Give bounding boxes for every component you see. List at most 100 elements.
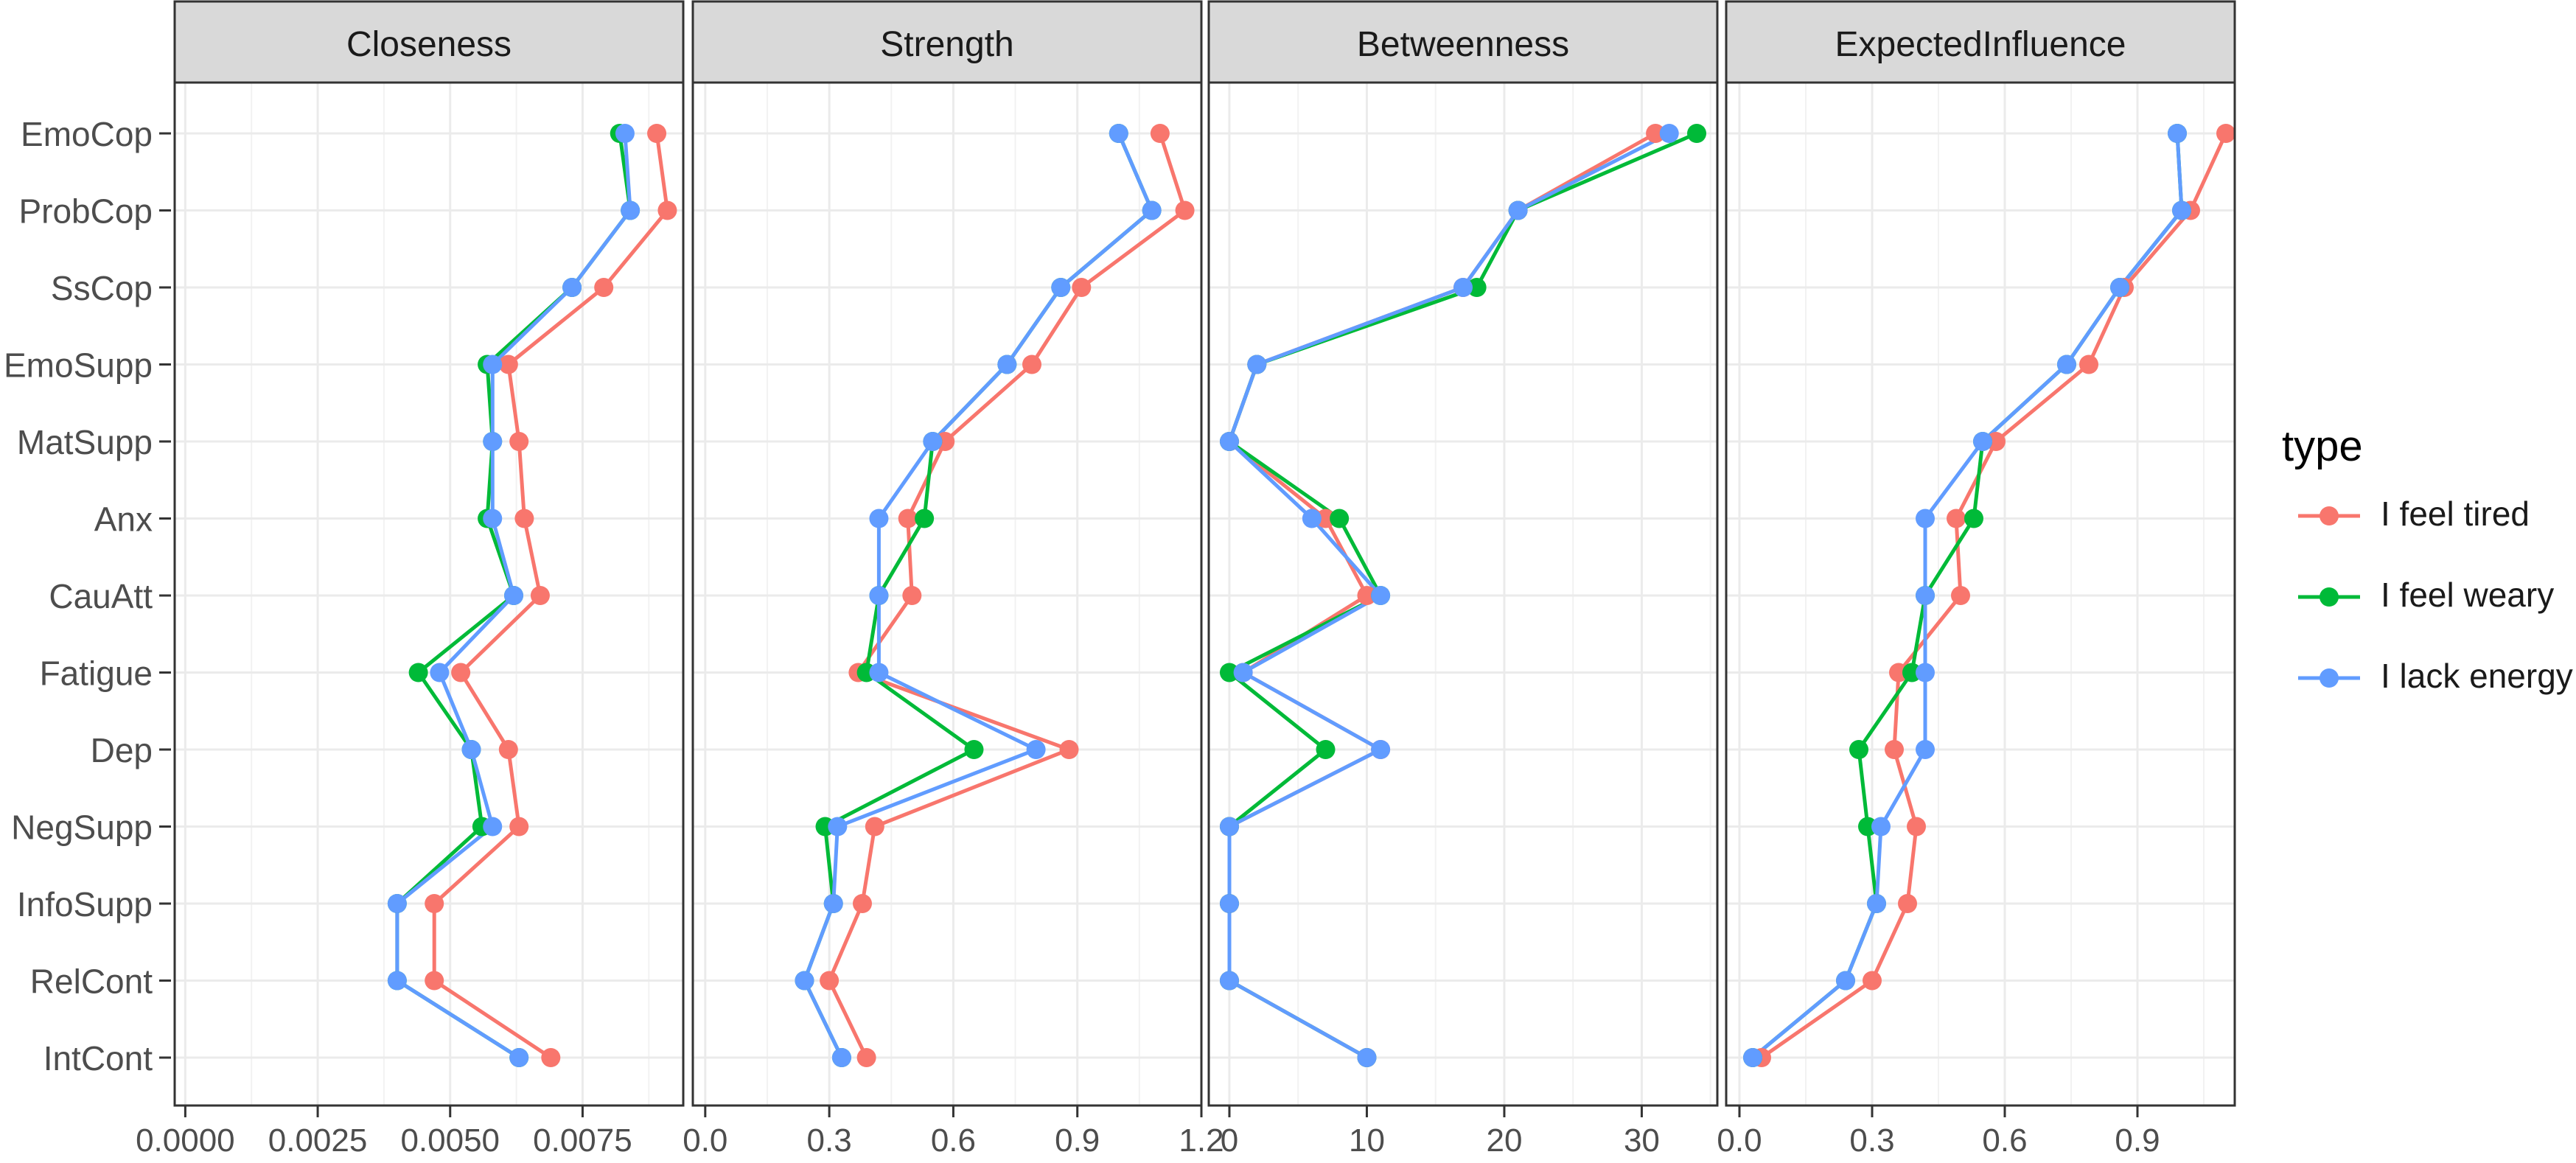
data-point-i-lack-energy-dep [461,740,481,759]
data-point-i-feel-tired-negsupp [865,817,884,837]
data-point-i-lack-energy-probcop [1508,200,1528,220]
data-point-i-feel-tired-cauatt [1357,586,1377,605]
data-point-i-lack-energy-matsupp [1219,432,1239,451]
data-point-i-feel-tired-anx [898,509,918,528]
data-point-i-lack-energy-matsupp [1973,432,1992,451]
data-point-i-lack-energy-emocop [1659,124,1679,143]
data-point-i-feel-weary-fatigue [1219,663,1239,682]
legend-label: I lack energy [2381,657,2573,695]
panel-strip [173,0,685,84]
data-point-i-feel-tired-infosupp [425,894,444,913]
panel-background [1726,83,2235,1106]
data-point-i-feel-weary-fatigue [408,663,428,682]
data-point-i-lack-energy-emosupp [483,355,503,374]
x-tick-label: 0.0075 [533,1122,632,1159]
data-point-i-lack-energy-emocop [1109,124,1128,143]
data-point-i-lack-energy-matsupp [923,432,943,451]
y-tick-label-probcop: ProbCop [18,192,153,231]
data-point-i-feel-weary-dep [1849,740,1868,759]
data-point-i-lack-energy-fatigue [869,663,889,682]
data-point-i-lack-energy-relcont [1836,971,1855,991]
data-point-i-feel-tired-sscop [1072,278,1092,297]
data-point-i-feel-tired-anx [514,509,534,528]
data-point-i-lack-energy-relcont [795,971,814,991]
y-tick-label-relcont: RelCont [30,963,153,1001]
panel-strength: Strength 0.0 0.3 0.6 0.9 1.2 [683,0,1224,1159]
data-point-i-lack-energy-infosupp [387,894,407,913]
data-point-i-feel-tired-infosupp [1898,894,1917,913]
data-point-i-feel-tired-emocop [1646,124,1666,143]
panel-border [1725,81,2236,1107]
data-point-i-feel-tired-dep [1885,740,1904,759]
legend: type I feel tired I feel weary I lack en… [2241,413,2573,752]
data-point-i-feel-tired-anx [1316,509,1336,528]
panel-closeness: Closeness 0.0000 0.0025 0.0050 0.0075 [136,0,685,1159]
panel-betweenness: Betweenness 0 10 20 30 [1207,0,1719,1159]
data-point-i-feel-weary-dep [1316,740,1336,759]
panel-background [693,83,1201,1106]
panel-strip [1207,0,1719,84]
panel-background [1209,83,1717,1106]
data-point-i-lack-energy-probcop [1142,200,1162,220]
panel-border [173,81,685,1107]
panel-border [1207,81,1719,1107]
data-point-i-feel-tired-anx [1947,509,1966,528]
legend-item-i-feel-weary: I feel weary [2292,560,2576,634]
data-point-i-lack-energy-cauatt [504,586,523,605]
data-point-i-lack-energy-infosupp [1219,894,1239,913]
data-point-i-feel-tired-relcont [820,971,840,991]
panel-strip [691,0,1203,84]
data-point-i-lack-energy-probcop [2172,200,2191,220]
data-point-i-feel-tired-relcont [425,971,444,991]
data-point-i-lack-energy-anx [1302,509,1322,528]
data-point-i-lack-energy-emosupp [2057,355,2076,374]
data-point-i-feel-tired-relcont [1863,971,1882,991]
data-point-i-lack-energy-sscop [1051,278,1071,297]
data-point-i-feel-tired-emosupp [1022,355,1041,374]
x-tick-label: 10 [1349,1122,1385,1159]
data-point-i-feel-tired-matsupp [509,432,529,451]
panel-title: ExpectedInfluence [1835,25,2126,64]
data-point-i-feel-tired-dep [498,740,518,759]
x-tick-label: 0.0 [1717,1122,1762,1159]
y-tick-label-matsupp: MatSupp [17,423,153,461]
data-point-i-lack-energy-dep [1026,740,1046,759]
data-point-i-feel-weary-anx [915,509,935,528]
x-tick-label: 0.3 [807,1122,852,1159]
x-tick-label: 0.0 [683,1122,727,1159]
data-point-i-lack-energy-fatigue [1916,663,1935,682]
data-point-i-feel-tired-intcont [856,1048,876,1067]
x-tick-label: 30 [1624,1122,1660,1159]
data-point-i-lack-energy-fatigue [1233,663,1253,682]
data-point-i-feel-tired-emosupp [498,355,518,374]
data-point-i-feel-tired-negsupp [1907,817,1926,837]
x-tick-label: 0.0000 [136,1122,235,1159]
data-point-i-lack-energy-infosupp [823,894,843,913]
data-point-i-lack-energy-emocop [2168,124,2187,143]
data-point-i-feel-weary-anx [1964,509,1983,528]
data-point-i-feel-weary-fatigue [1902,663,1921,682]
legend-label: I feel weary [2381,576,2555,614]
data-point-i-lack-energy-fatigue [430,663,450,682]
data-point-i-lack-energy-cauatt [1371,586,1391,605]
data-point-i-feel-weary-anx [1330,509,1350,528]
data-point-i-feel-tired-emocop [2216,124,2235,143]
data-point-i-feel-weary-sscop [1467,278,1487,297]
data-point-i-lack-energy-negsupp [483,817,503,837]
legend-key-icon [2298,668,2360,688]
data-point-i-feel-weary-negsupp [1858,817,1877,837]
legend-key-icon [2298,506,2360,525]
x-tick-label: 0.0050 [400,1122,500,1159]
data-point-i-lack-energy-anx [869,509,889,528]
data-point-i-feel-tired-fatigue [1889,663,1908,682]
x-tick-label: 0.9 [1055,1122,1100,1159]
x-tick-label: 0.6 [1982,1122,2027,1159]
data-point-i-feel-tired-matsupp [1986,432,2006,451]
legend-key-icon [2298,587,2360,607]
data-point-i-lack-energy-relcont [1219,971,1239,991]
y-tick-label-sscop: SsCop [51,269,153,307]
x-tick-label: 0.0025 [268,1122,368,1159]
data-point-i-feel-tired-dep [1059,740,1079,759]
data-point-i-feel-tired-probcop [1175,200,1195,220]
data-point-i-feel-tired-infosupp [853,894,872,913]
